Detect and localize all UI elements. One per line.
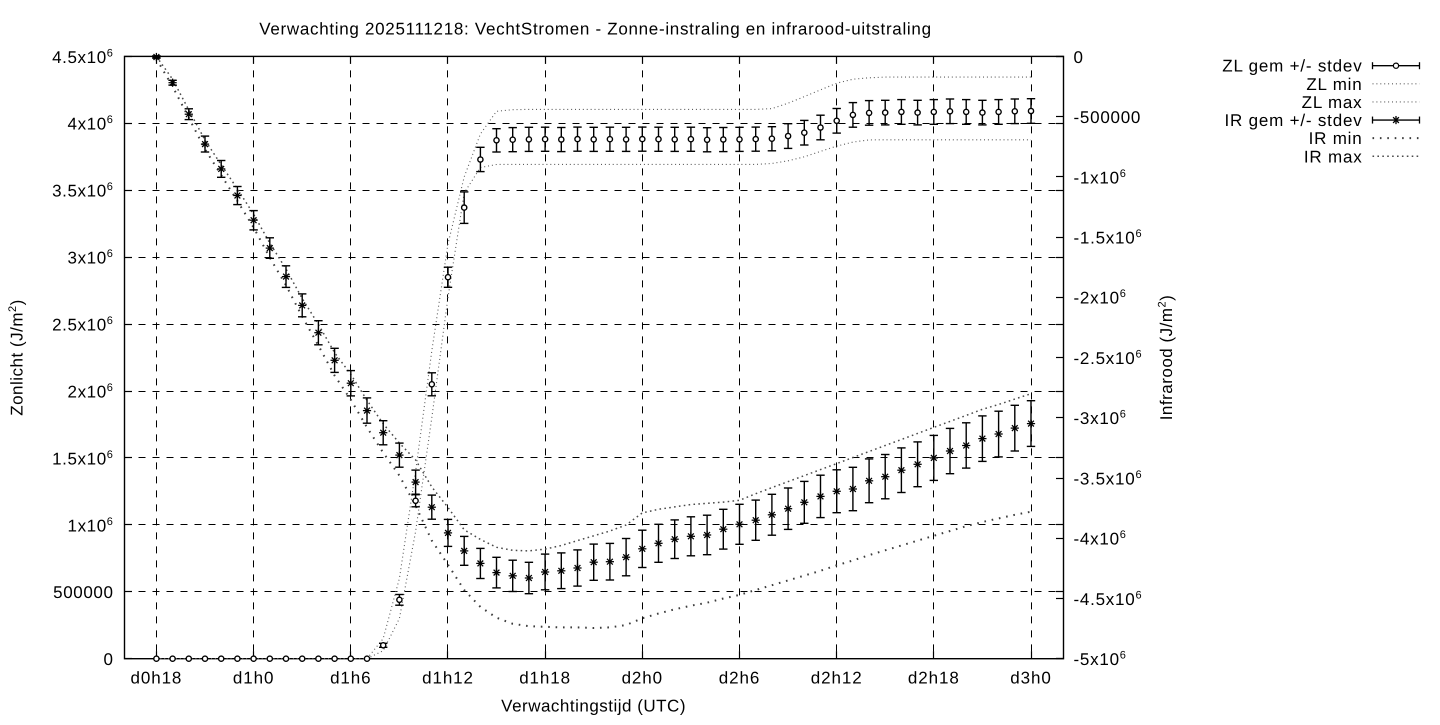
svg-text:Verwachting 2025111218: VechtS: Verwachting 2025111218: VechtStromen - Z…: [259, 20, 931, 39]
svg-text:-3x106: -3x106: [1074, 409, 1127, 429]
svg-text:2x106: 2x106: [68, 382, 114, 402]
svg-text:4.5x106: 4.5x106: [52, 47, 113, 67]
svg-text:IR gem +/- stdev: IR gem +/- stdev: [1225, 111, 1363, 130]
svg-text:3.5x106: 3.5x106: [52, 181, 113, 201]
svg-text:d1h18: d1h18: [519, 669, 571, 688]
svg-text:d3h0: d3h0: [1010, 669, 1051, 688]
svg-text:0: 0: [103, 650, 113, 669]
svg-text:Infrarood (J/m2): Infrarood (J/m2): [1157, 295, 1177, 421]
svg-text:-3.5x106: -3.5x106: [1074, 469, 1143, 489]
svg-text:d0h18: d0h18: [131, 669, 183, 688]
svg-text:-2.5x106: -2.5x106: [1074, 348, 1143, 368]
svg-text:ZL min: ZL min: [1306, 75, 1362, 94]
svg-text:d2h12: d2h12: [811, 669, 863, 688]
svg-text:-500000: -500000: [1074, 108, 1142, 127]
svg-text:0: 0: [1074, 48, 1084, 67]
svg-text:d2h6: d2h6: [719, 669, 760, 688]
svg-text:d2h0: d2h0: [622, 669, 663, 688]
svg-text:IR max: IR max: [1304, 147, 1363, 166]
svg-text:1.5x106: 1.5x106: [52, 449, 113, 469]
svg-text:IR min: IR min: [1309, 129, 1363, 148]
svg-text:-2x106: -2x106: [1074, 288, 1127, 308]
svg-text:Zonlicht (J/m2): Zonlicht (J/m2): [7, 299, 27, 416]
svg-text:2.5x106: 2.5x106: [52, 315, 113, 335]
svg-text:d1h12: d1h12: [422, 669, 474, 688]
svg-text:d1h0: d1h0: [233, 669, 274, 688]
svg-text:-1x106: -1x106: [1074, 168, 1127, 188]
svg-text:-1.5x106: -1.5x106: [1074, 228, 1143, 248]
svg-text:3x106: 3x106: [68, 248, 114, 268]
svg-text:-4.5x106: -4.5x106: [1074, 589, 1143, 609]
svg-text:d2h18: d2h18: [908, 669, 960, 688]
svg-text:ZL gem +/- stdev: ZL gem +/- stdev: [1222, 57, 1362, 76]
svg-text:-4x106: -4x106: [1074, 529, 1127, 549]
svg-text:d1h6: d1h6: [330, 669, 371, 688]
svg-text:4x106: 4x106: [68, 114, 114, 134]
svg-text:Verwachtingstijd (UTC): Verwachtingstijd (UTC): [501, 697, 686, 716]
svg-text:ZL max: ZL max: [1302, 93, 1363, 112]
svg-text:1x106: 1x106: [68, 516, 114, 536]
svg-text:500000: 500000: [53, 583, 113, 602]
svg-text:-5x106: -5x106: [1074, 650, 1127, 670]
